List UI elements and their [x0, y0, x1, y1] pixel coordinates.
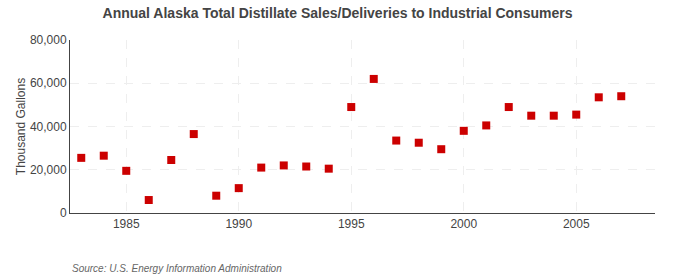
svg-text:0: 0 — [60, 206, 67, 220]
svg-text:1985: 1985 — [113, 217, 140, 231]
svg-text:80,000: 80,000 — [30, 33, 67, 47]
svg-text:1995: 1995 — [338, 217, 365, 231]
svg-text:2000: 2000 — [450, 217, 477, 231]
svg-text:40,000: 40,000 — [30, 120, 67, 134]
svg-text:Annual Alaska Total Distillate: Annual Alaska Total Distillate Sales/Del… — [103, 5, 573, 21]
svg-text:2005: 2005 — [563, 217, 590, 231]
svg-text:20,000: 20,000 — [30, 163, 67, 177]
svg-text:Thousand Gallons: Thousand Gallons — [14, 78, 28, 175]
svg-text:Source: U.S. Energy Informatio: Source: U.S. Energy Information Administ… — [72, 263, 282, 274]
svg-text:60,000: 60,000 — [30, 76, 67, 90]
svg-text:1990: 1990 — [225, 217, 252, 231]
